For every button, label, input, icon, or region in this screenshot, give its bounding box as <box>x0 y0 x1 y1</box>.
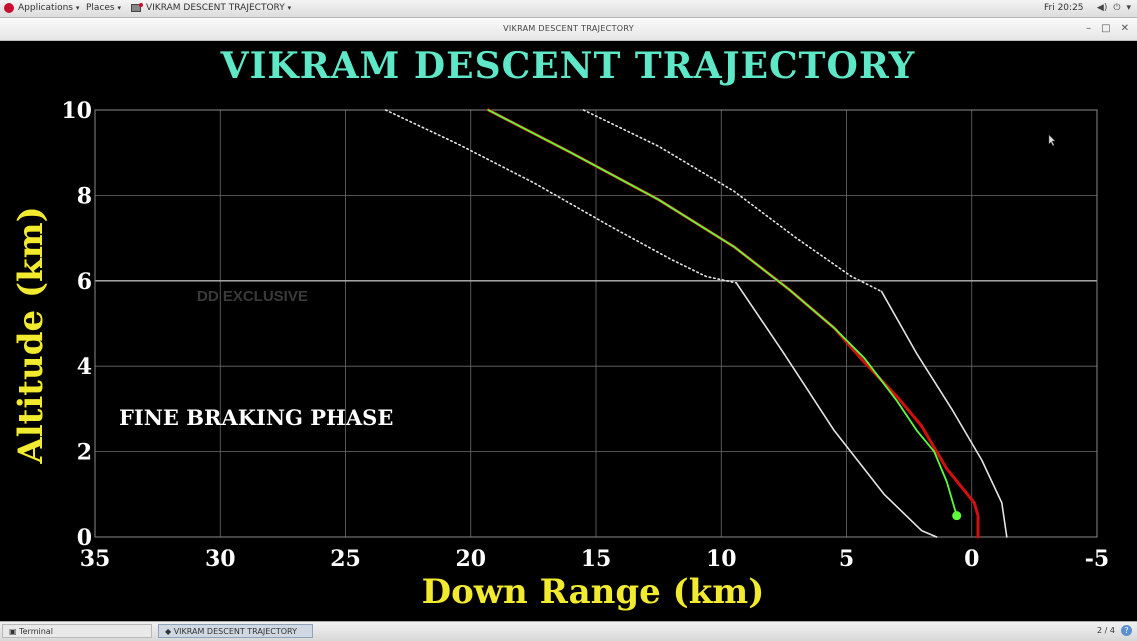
phase-label: FINE BRAKING PHASE <box>119 405 393 430</box>
trajectory-chart: VIKRAM DESCENT TRAJECTORY 35 30 25 20 15 10 5 0… <box>11 45 1110 612</box>
power-icon[interactable]: ⏻ <box>1113 3 1121 13</box>
window-app-icon <box>131 3 143 12</box>
maximize-button[interactable]: □ <box>1101 23 1111 34</box>
current-position-marker <box>952 511 962 521</box>
x-tick-label: 30 <box>205 546 236 572</box>
chevron-down-icon: ▾ <box>75 4 80 12</box>
y-tick-label: 10 <box>61 98 92 124</box>
x-axis-ticks: 35 30 25 20 15 10 5 0 -5 <box>80 546 1110 572</box>
cursor-icon <box>1048 134 1056 147</box>
x-tick-label: 10 <box>706 546 737 572</box>
bottom-taskbar: ▣ Terminal ◆ VIKRAM DESCENT TRAJECTORY 2… <box>0 621 1137 641</box>
distro-logo-icon <box>4 3 14 13</box>
y-tick-label: 6 <box>77 269 92 295</box>
places-menu[interactable]: Places ▾ <box>86 3 121 13</box>
y-tick-label: 4 <box>77 354 92 380</box>
taskbar-active-window-label: VIKRAM DESCENT TRAJECTORY <box>173 627 297 636</box>
dispersion-bound-line <box>384 109 738 284</box>
workspace-indicator[interactable]: 2 / 4 <box>1097 626 1115 635</box>
chevron-down-icon: ▾ <box>117 4 122 12</box>
window-app-icon: ◆ <box>165 627 172 636</box>
series-layer <box>384 108 1008 539</box>
taskbar-terminal-label: Terminal <box>19 627 53 636</box>
dispersion-bound-line <box>880 290 1008 538</box>
chevron-down-icon[interactable]: ▾ <box>1126 3 1131 13</box>
window-controls: – □ ✕ <box>1086 23 1129 34</box>
terminal-icon: ▣ <box>9 627 17 636</box>
applications-menu-label: Applications <box>18 3 73 13</box>
y-tick-label: 0 <box>77 525 92 551</box>
x-tick-label: 0 <box>964 546 979 572</box>
places-menu-label: Places <box>86 3 115 13</box>
x-tick-label: 20 <box>455 546 486 572</box>
x-tick-label: -5 <box>1085 546 1109 572</box>
clock[interactable]: Fri 20:25 <box>1044 3 1084 13</box>
volume-icon[interactable]: ◀) <box>1096 3 1108 13</box>
close-button[interactable]: ✕ <box>1120 23 1129 34</box>
system-tray: ◀) ⏻ ▾ <box>1097 3 1131 13</box>
chart-grid <box>94 109 1098 538</box>
taskbar-active-window[interactable]: ◆ VIKRAM DESCENT TRAJECTORY <box>158 624 313 638</box>
minimize-button[interactable]: – <box>1086 23 1092 34</box>
x-tick-label: 15 <box>581 546 612 572</box>
top-panel: Applications ▾ Places ▾ VIKRAM DESCENT T… <box>0 0 1137 18</box>
dispersion-bound-line <box>735 282 938 538</box>
watermark: DD EXCLUSIVE <box>197 288 308 305</box>
actual-trajectory-line <box>487 109 958 517</box>
x-tick-label: 25 <box>330 546 361 572</box>
taskbar-terminal[interactable]: ▣ Terminal <box>2 624 152 638</box>
window-title: VIKRAM DESCENT TRAJECTORY <box>503 24 634 33</box>
x-axis-label: Down Range (km) <box>422 572 765 612</box>
plot-frame <box>94 109 1098 538</box>
y-tick-label: 2 <box>77 440 92 466</box>
y-tick-label: 8 <box>77 183 92 209</box>
dispersion-bound-line <box>582 109 883 293</box>
window-menu[interactable]: VIKRAM DESCENT TRAJECTORY ▾ <box>146 3 291 13</box>
x-tick-label: 35 <box>80 546 111 572</box>
x-tick-label: 5 <box>839 546 854 572</box>
chevron-down-icon: ▾ <box>287 4 292 12</box>
chart-title: VIKRAM DESCENT TRAJECTORY <box>220 45 916 87</box>
window-title-bar[interactable]: VIKRAM DESCENT TRAJECTORY – □ ✕ <box>0 18 1137 41</box>
y-axis-ticks: 0 2 4 6 8 10 <box>61 98 92 551</box>
window-menu-label: VIKRAM DESCENT TRAJECTORY <box>146 3 285 13</box>
help-icon[interactable]: ? <box>1121 625 1132 636</box>
applications-menu[interactable]: Applications ▾ <box>18 3 79 13</box>
planned-trajectory-line <box>486 108 980 539</box>
y-axis-label: Altitude (km) <box>11 206 51 464</box>
